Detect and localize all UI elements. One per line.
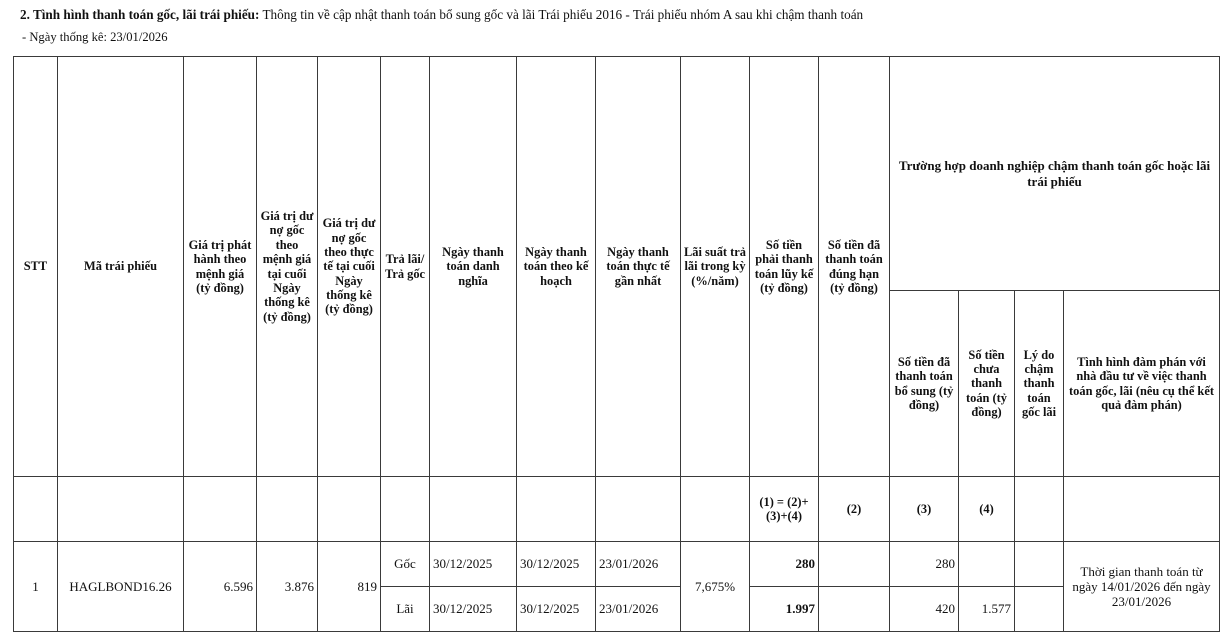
numrow-nominal-payment-date: [429, 476, 517, 542]
cell-planned-payment-date: 30/12/2025: [516, 586, 596, 632]
header-supplementary-paid: Số tiền đã thanh toán bổ sung (tỷ đồng): [889, 290, 959, 477]
header-principal-outstanding-actual: Giá trị dư nợ gốc theo thực tế tại cuối …: [317, 56, 381, 477]
cell-actual-payment-date: 23/01/2026: [595, 586, 681, 632]
cell-interest-or-principal: Lãi: [380, 586, 430, 632]
numrow-planned-payment-date: [516, 476, 596, 542]
table-header-row-group: STT Mã trái phiếu Giá trị phát hành theo…: [13, 56, 1220, 477]
header-principal-outstanding-par: Giá trị dư nợ gốc theo mệnh giá tại cuối…: [256, 56, 318, 477]
numrow-unpaid-amount: (4): [958, 476, 1015, 542]
header-actual-payment-date: Ngày thanh toán thực tế gần nhất: [595, 56, 681, 477]
cell-interest-or-principal: Gốc: [380, 541, 430, 587]
numrow-actual-payment-date: [595, 476, 681, 542]
cell-cumulative-payable: 1.997: [749, 586, 819, 632]
numrow-bond-code: [57, 476, 184, 542]
bond-payment-table-wrapper: STT Mã trái phiếu Giá trị phát hành theo…: [13, 56, 1220, 632]
numrow-principal-outstanding-par: [256, 476, 318, 542]
cell-supplementary-paid: 280: [889, 541, 959, 587]
cell-late-reason: [1014, 586, 1064, 632]
header-nominal-payment-date: Ngày thanh toán danh nghĩa: [429, 56, 517, 477]
bond-payment-table: STT Mã trái phiếu Giá trị phát hành theo…: [13, 56, 1220, 632]
header-issue-value: Giá trị phát hành theo mệnh giá (tỷ đồng…: [183, 56, 257, 477]
cell-paid-on-time: [818, 586, 890, 632]
table-row: 1 HAGLBOND16.26 6.596 3.876 819 Gốc 30/1…: [13, 541, 1220, 632]
cell-cumulative-payable: 280: [749, 541, 819, 587]
cell-interest-rate: 7,675%: [680, 541, 750, 632]
header-group-late-payment: Trường hợp doanh nghiệp chậm thanh toán …: [889, 56, 1220, 291]
numrow-supplementary-paid: (3): [889, 476, 959, 542]
cell-principal-outstanding-par: 3.876: [256, 541, 318, 632]
numrow-negotiation-status: [1063, 476, 1220, 542]
table-subheader-row: Số tiền đã thanh toán bổ sung (tỷ đồng) …: [14, 290, 1220, 477]
header-interest-rate: Lãi suất trả lãi trong kỳ (%/năm): [680, 56, 750, 477]
cell-paid-on-time: [818, 541, 890, 587]
cell-stt: 1: [13, 541, 58, 632]
cell-bond-code: HAGLBOND16.26: [57, 541, 184, 632]
section-heading-description: Thông tin về cập nhật thanh toán bổ sung…: [259, 7, 864, 22]
numrow-stt: [13, 476, 58, 542]
cell-issue-value: 6.596: [183, 541, 257, 632]
cell-negotiation-status: Thời gian thanh toán từ ngày 14/01/2026 …: [1063, 541, 1220, 632]
cell-nominal-payment-date: 30/12/2025: [429, 586, 517, 632]
cell-nominal-payment-date: 30/12/2025: [429, 541, 517, 587]
header-planned-payment-date: Ngày thanh toán theo kế hoạch: [516, 56, 596, 477]
numrow-issue-value: [183, 476, 257, 542]
cell-actual-payment-date: 23/01/2026: [595, 541, 681, 587]
section-heading: 2. Tình hình thanh toán gốc, lãi trái ph…: [20, 6, 1220, 24]
cell-supplementary-paid: 420: [889, 586, 959, 632]
table-column-number-row: (1) = (2)+(3)+(4) (2) (3) (4): [13, 476, 1220, 542]
cell-principal-outstanding-actual: 819: [317, 541, 381, 632]
document-page: 2. Tình hình thanh toán gốc, lãi trái ph…: [13, 6, 1220, 632]
numrow-cumulative-payable: (1) = (2)+(3)+(4): [749, 476, 819, 542]
header-negotiation-status: Tình hình đàm phán với nhà đầu tư về việ…: [1063, 290, 1220, 477]
header-stt: STT: [13, 56, 58, 477]
header-cumulative-payable: Số tiền phải thanh toán lũy kế (tỷ đồng): [749, 56, 819, 477]
section-heading-title: 2. Tình hình thanh toán gốc, lãi trái ph…: [20, 7, 260, 22]
header-bond-code: Mã trái phiếu: [57, 56, 184, 477]
cell-planned-payment-date: 30/12/2025: [516, 541, 596, 587]
numrow-interest-or-principal: [380, 476, 430, 542]
cell-unpaid-amount: [958, 541, 1015, 587]
header-unpaid-amount: Số tiền chưa thanh toán (tỷ đồng): [958, 290, 1015, 477]
numrow-paid-on-time: (2): [818, 476, 890, 542]
header-paid-on-time: Số tiền đã thanh toán đúng hạn (tỷ đồng): [818, 56, 890, 477]
numrow-interest-rate: [680, 476, 750, 542]
statistics-date-line: - Ngày thống kê: 23/01/2026: [22, 30, 168, 44]
numrow-late-reason: [1014, 476, 1064, 542]
numrow-principal-outstanding-actual: [317, 476, 381, 542]
header-interest-or-principal: Trả lãi/ Trả gốc: [380, 56, 430, 477]
cell-late-reason: [1014, 541, 1064, 587]
cell-unpaid-amount: 1.577: [958, 586, 1015, 632]
